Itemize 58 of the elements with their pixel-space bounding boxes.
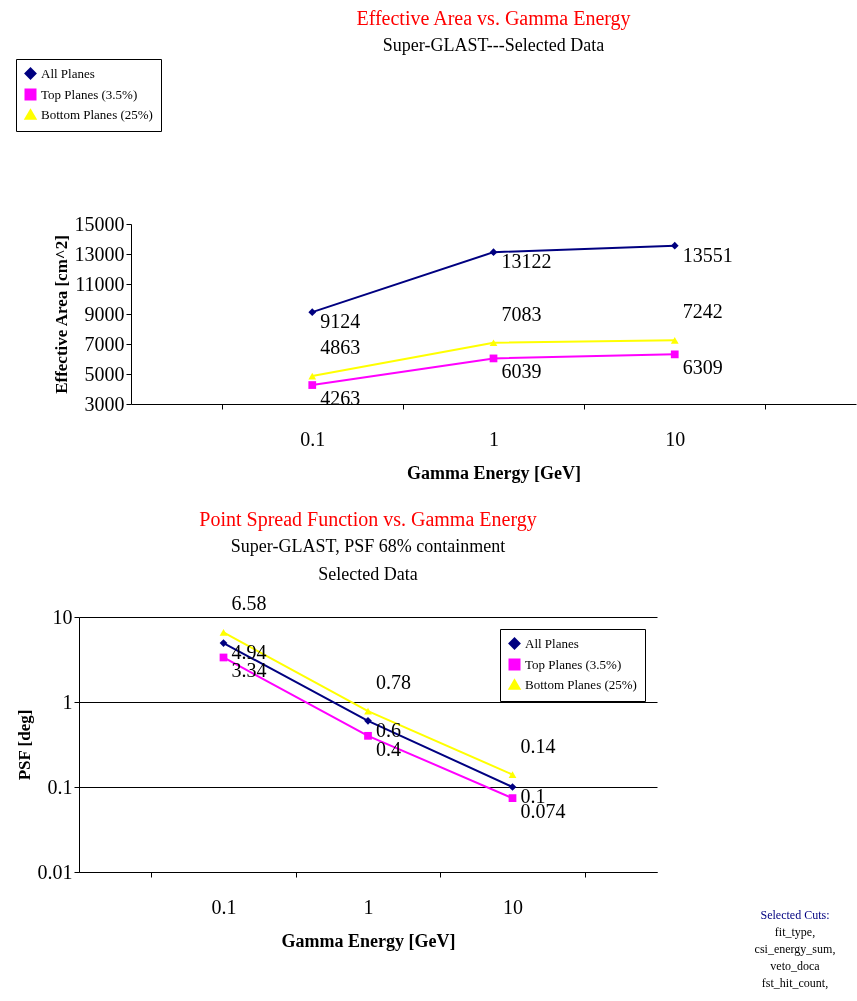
legend-label: Top Planes (3.5%) xyxy=(41,86,138,102)
chart-title: Effective Area vs. Gamma Energy xyxy=(356,6,631,30)
y-axis-title: Effective Area [cm^2] xyxy=(51,235,71,394)
y-tick-label: 3000 xyxy=(84,392,125,415)
legend-label: All Planes xyxy=(41,65,95,81)
x-axis-title: Gamma Energy [GeV] xyxy=(281,930,456,951)
point xyxy=(670,350,679,359)
y-tick-label: 0.1 xyxy=(47,775,73,798)
y-tick-label: 0.01 xyxy=(37,860,73,883)
x-tick-label: 10 xyxy=(503,895,523,918)
data-label: 0.78 xyxy=(376,671,411,694)
point xyxy=(308,381,317,389)
data-label: 6.58 xyxy=(231,592,267,615)
data-label: 6309 xyxy=(682,356,723,379)
point xyxy=(219,639,228,647)
legend-label: Bottom Planes (25%) xyxy=(525,676,637,692)
point xyxy=(364,707,372,715)
chart-title: Point Spread Function vs. Gamma Energy xyxy=(199,508,537,532)
point xyxy=(670,241,679,250)
y-tick-label: 5000 xyxy=(84,362,125,385)
point xyxy=(489,248,498,257)
point xyxy=(364,731,372,740)
point xyxy=(508,783,517,791)
y-tick-label: 15000 xyxy=(74,212,125,235)
y-tick-label: 7000 xyxy=(84,332,125,355)
point xyxy=(219,629,228,636)
data-label: 9124 xyxy=(320,310,361,333)
x-tick-label: 0.1 xyxy=(211,895,237,918)
y-tick-label: 1 xyxy=(62,690,73,713)
x-tick-label: 1 xyxy=(489,427,499,450)
point xyxy=(489,339,498,347)
data-label: 4863 xyxy=(320,336,361,359)
y-tick-label: 10 xyxy=(52,605,73,628)
chart-subtitle: Super-GLAST---Selected Data xyxy=(382,34,605,55)
x-tick-label: 1 xyxy=(363,895,374,918)
data-label: 7083 xyxy=(501,302,542,325)
legend-label: Top Planes (3.5%) xyxy=(525,656,622,672)
legend-label: All Planes xyxy=(525,635,579,651)
y-tick-label: 13000 xyxy=(74,242,125,265)
x-tick-label: 0.1 xyxy=(300,427,326,450)
data-label: 0.14 xyxy=(520,734,556,757)
data-label: 7242 xyxy=(682,300,723,323)
data-label: 13551 xyxy=(682,243,733,266)
point xyxy=(508,771,517,778)
point xyxy=(364,716,372,725)
point xyxy=(308,308,317,317)
x-tick-label: 10 xyxy=(665,427,686,450)
notes-text: Selected Cuts: fit_type, csi_energy_sum, veto_doca fst_hit_count, xyxy=(753,907,837,992)
y-tick-label: 9000 xyxy=(84,302,125,325)
point xyxy=(508,794,517,802)
x-axis-title: Gamma Energy [GeV] xyxy=(407,462,581,483)
data-label: 13122 xyxy=(501,250,552,273)
legend-label: Bottom Planes (25%) xyxy=(41,106,153,122)
y-axis-title: PSF [deg] xyxy=(14,709,34,781)
point xyxy=(670,337,679,344)
data-label: 6039 xyxy=(501,360,542,383)
y-tick-label: 11000 xyxy=(75,272,125,295)
chart-subtitle: Super-GLAST, PSF 68% containment Selected Data xyxy=(230,536,506,585)
